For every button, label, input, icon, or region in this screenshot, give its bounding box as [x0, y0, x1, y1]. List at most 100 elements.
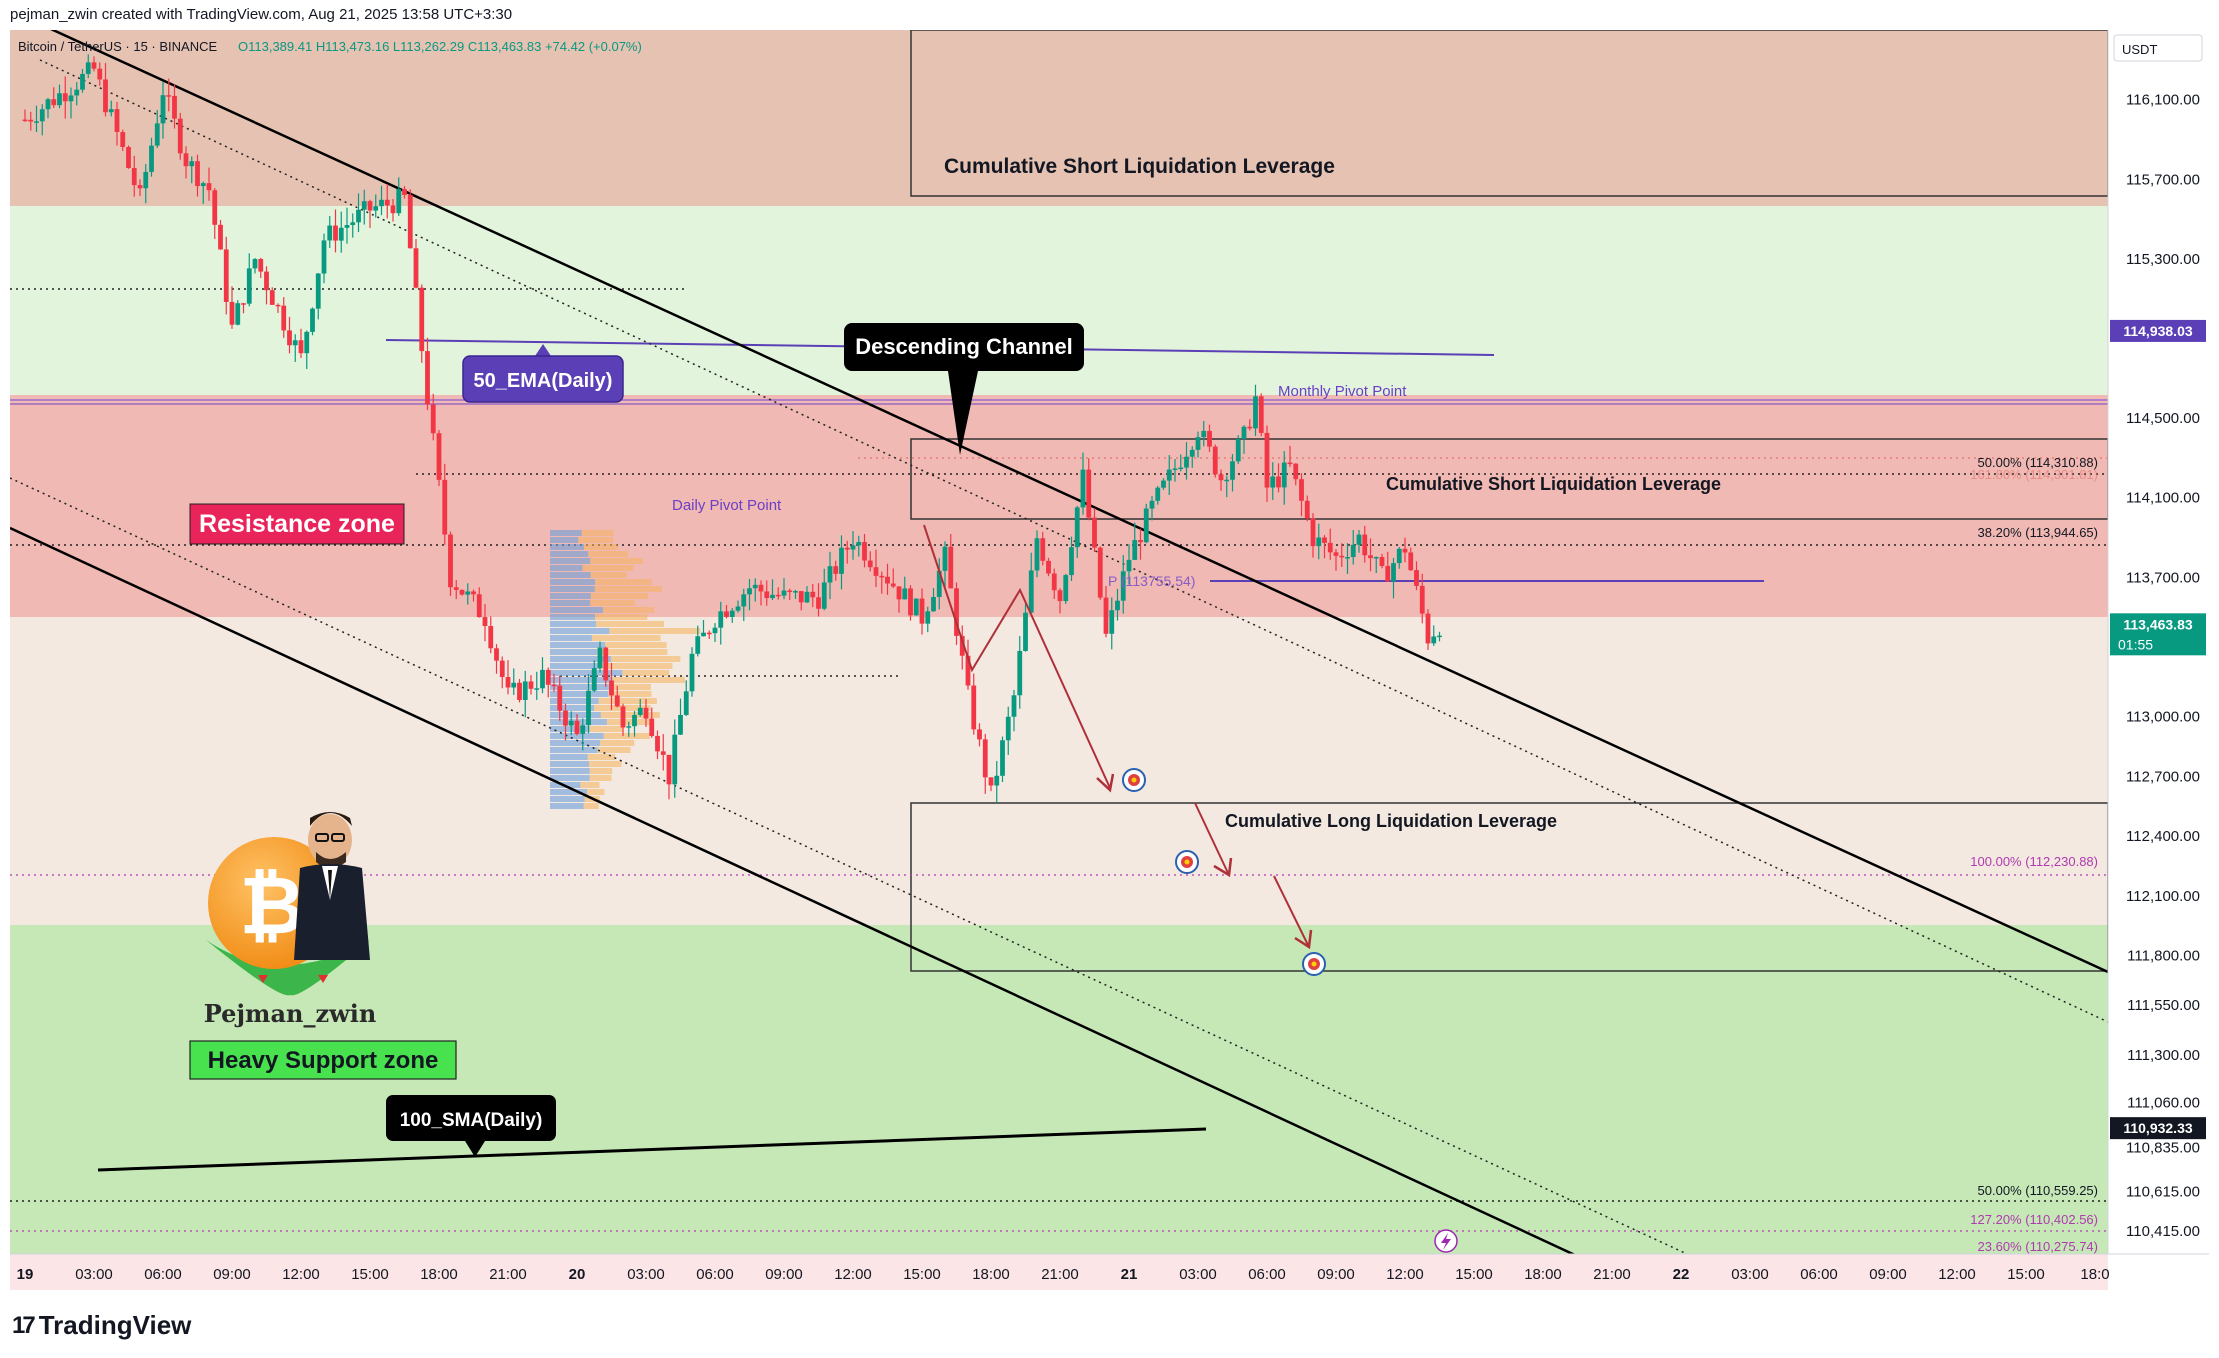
volume-profile-down-bar	[609, 684, 651, 690]
volume-profile-up-bar	[550, 803, 584, 809]
candle-body	[62, 93, 68, 102]
price-tick-label: 115,300.00	[2126, 251, 2200, 268]
time-tick-label: 06:00	[696, 1266, 734, 1283]
time-tick-label: 03:00	[1179, 1266, 1217, 1283]
currency-selector[interactable]: USDT	[2113, 34, 2203, 62]
candle-body	[223, 249, 229, 302]
candle-body	[235, 303, 241, 325]
candle-body	[1195, 437, 1201, 450]
tradingview-brand[interactable]: 17 TradingView	[12, 1310, 191, 1341]
candle-body	[528, 681, 534, 689]
price-axis[interactable]: USDT 116,100.00 115,700.00 115,300.00 114,5…	[2107, 30, 2209, 1254]
candle-body	[45, 99, 51, 110]
candle-body	[971, 685, 977, 730]
volume-profile-down-bar	[590, 600, 635, 606]
price-badge-value: 110,932.33	[2123, 1120, 2193, 1136]
candle-body	[609, 680, 614, 696]
candle-body	[959, 635, 965, 656]
volume-profile-up-bar	[550, 775, 590, 781]
candle-body	[120, 132, 126, 148]
channel-lower-line	[10, 526, 1576, 1254]
candle-body	[114, 109, 120, 133]
tradingview-wordmark: TradingView	[38, 1310, 192, 1340]
candle-body	[1155, 487, 1161, 501]
candle-body	[333, 225, 338, 241]
candle-body	[718, 611, 724, 628]
time-tick-label: 06:00	[1248, 1266, 1286, 1283]
volume-profile-up-bar	[550, 607, 603, 613]
channel-upper-line	[50, 30, 2108, 974]
candle-body	[919, 598, 925, 624]
volume-profile-up-bar	[550, 628, 610, 634]
candle-body	[540, 669, 545, 689]
arrow-heads	[1096, 773, 1313, 950]
volume-profile-down-bar	[595, 579, 652, 585]
candle-body	[390, 205, 396, 214]
candle-body	[413, 248, 419, 288]
candle-body	[1051, 573, 1057, 591]
price-badge-value: 113,463.83	[2123, 616, 2193, 632]
volume-profile-down-bar	[580, 782, 600, 788]
candle-body	[327, 225, 333, 241]
candle-body	[683, 691, 689, 715]
candle-body	[1379, 557, 1385, 566]
candle-body	[448, 534, 453, 588]
candle-body	[511, 682, 517, 688]
candle-body	[264, 271, 269, 291]
candle-body	[925, 611, 931, 624]
candle-body	[103, 79, 108, 113]
time-tick-label: 09:00	[213, 1266, 251, 1283]
volume-profile-up-bar	[550, 733, 604, 739]
resistance-zone-label: Resistance zone	[189, 503, 405, 545]
time-tick-label: 03:00	[75, 1266, 113, 1283]
candle-body	[1212, 446, 1218, 475]
candle-body	[862, 541, 867, 561]
candle-body	[419, 287, 425, 352]
candle-body	[522, 681, 528, 700]
candle-body	[160, 95, 166, 124]
short-liquidation-label-mid: Cumulative Short Liquidation Leverage	[1386, 474, 1721, 494]
price-chart[interactable]: Cumulative Short Liquidation Leverage Cu…	[0, 0, 2219, 1300]
candle-body	[1304, 500, 1310, 519]
volume-profile-down-bar	[582, 565, 634, 571]
time-tick-label: 15:00	[2007, 1266, 2045, 1283]
candle-body	[183, 153, 189, 167]
candlesticks	[22, 54, 1442, 804]
candle-body	[200, 183, 206, 187]
candle-body	[954, 588, 959, 636]
candle-body	[1120, 571, 1126, 601]
fib-label-127: 127.20% (110,402.56)	[1970, 1212, 2098, 1227]
candle-body	[91, 62, 97, 69]
candle-body	[97, 68, 103, 80]
long-liquidation-label: Cumulative Long Liquidation Leverage	[1225, 811, 1557, 831]
candle-body	[655, 735, 660, 752]
candle-body	[252, 259, 258, 269]
candle-body	[1437, 635, 1442, 638]
time-tick-label: 18:00	[972, 1266, 1010, 1283]
event-lightning-icon[interactable]	[1434, 1229, 1458, 1253]
candle-body	[149, 145, 154, 172]
price-badge: 114,938.03	[2110, 319, 2206, 342]
svg-text:₿: ₿	[239, 861, 304, 950]
time-axis[interactable]: 19 03:00 06:00 09:00 12:00 15:00 18:00 21:00 20 0…	[10, 1253, 2209, 1290]
price-badge-value: 114,938.03	[2123, 323, 2193, 339]
candle-body	[913, 598, 919, 616]
candle-body	[321, 240, 327, 274]
candle-body	[1368, 555, 1373, 559]
candle-body	[649, 718, 655, 736]
price-tick-label: 115,700.00	[2126, 171, 2200, 188]
time-tick-label: 18:00	[420, 1266, 458, 1283]
candle-body	[258, 259, 264, 272]
volume-profile-up-bar	[550, 614, 596, 620]
candle-body	[1132, 540, 1138, 560]
candle-body	[758, 584, 764, 592]
candle-body	[1235, 439, 1241, 462]
candle-body	[660, 751, 666, 755]
candle-body	[729, 610, 735, 617]
candle-body	[1028, 570, 1034, 613]
chart-attribution: pejman_zwin created with TradingView.com…	[10, 6, 513, 23]
candle-body	[982, 739, 988, 778]
candle-body	[643, 707, 649, 719]
symbol-label[interactable]: Bitcoin / TetherUS · 15 · BINANCE	[18, 39, 217, 54]
time-tick-label: 15:00	[351, 1266, 389, 1283]
